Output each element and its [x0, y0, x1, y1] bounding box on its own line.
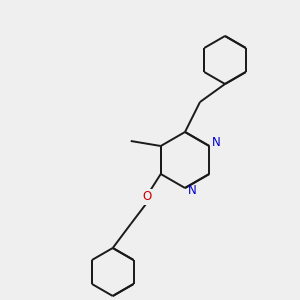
- Text: O: O: [142, 190, 152, 203]
- Text: N: N: [212, 136, 220, 149]
- Text: N: N: [188, 184, 196, 197]
